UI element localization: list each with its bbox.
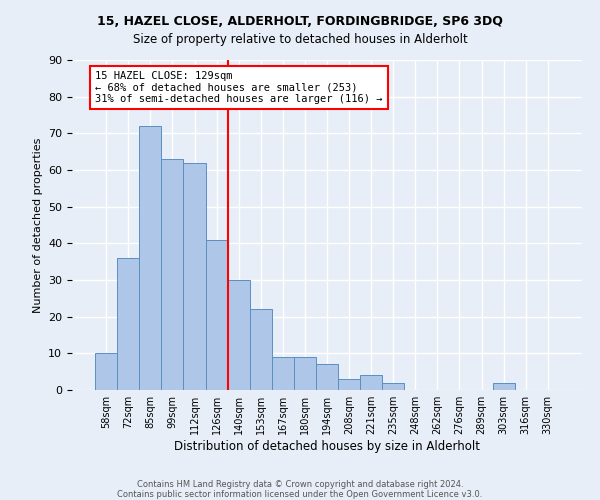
Text: 15, HAZEL CLOSE, ALDERHOLT, FORDINGBRIDGE, SP6 3DQ: 15, HAZEL CLOSE, ALDERHOLT, FORDINGBRIDG… — [97, 15, 503, 28]
Bar — [161, 159, 184, 390]
Text: 15 HAZEL CLOSE: 129sqm
← 68% of detached houses are smaller (253)
31% of semi-de: 15 HAZEL CLOSE: 129sqm ← 68% of detached… — [95, 71, 383, 104]
Bar — [493, 382, 515, 390]
X-axis label: Distribution of detached houses by size in Alderholt: Distribution of detached houses by size … — [174, 440, 480, 453]
Bar — [272, 357, 294, 390]
Text: Contains HM Land Registry data © Crown copyright and database right 2024.
Contai: Contains HM Land Registry data © Crown c… — [118, 480, 482, 499]
Bar — [382, 382, 404, 390]
Y-axis label: Number of detached properties: Number of detached properties — [32, 138, 43, 312]
Bar — [250, 310, 272, 390]
Text: Size of property relative to detached houses in Alderholt: Size of property relative to detached ho… — [133, 32, 467, 46]
Bar — [227, 280, 250, 390]
Bar — [360, 376, 382, 390]
Bar — [139, 126, 161, 390]
Bar — [294, 357, 316, 390]
Bar — [95, 354, 117, 390]
Bar — [117, 258, 139, 390]
Bar — [316, 364, 338, 390]
Bar — [206, 240, 227, 390]
Bar — [184, 162, 206, 390]
Bar — [338, 379, 360, 390]
